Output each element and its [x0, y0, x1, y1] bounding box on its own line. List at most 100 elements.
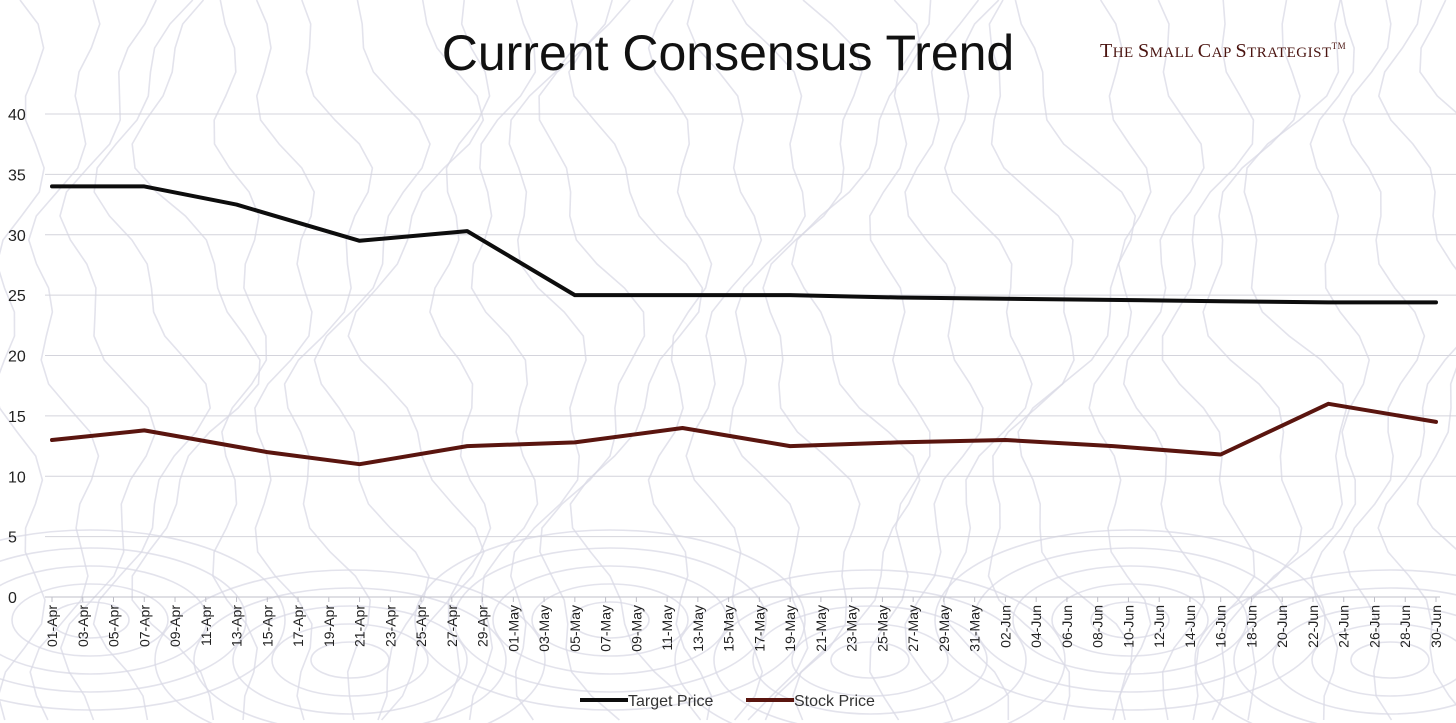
contour-ring: [1272, 605, 1456, 715]
y-tick-label: 20: [8, 349, 26, 366]
x-tick-label: 23-May: [844, 605, 860, 652]
x-tick-label: 01-May: [505, 605, 521, 652]
contour-line: [568, 0, 704, 721]
contour-ring: [674, 569, 1066, 723]
y-tick-label: 0: [8, 590, 17, 607]
contour-line: [92, 0, 212, 721]
x-tick-label: 13-May: [690, 605, 706, 652]
x-tick-label: 11-Apr: [198, 605, 214, 646]
x-axis-ticks: 01-Apr 03-Apr 05-Apr 07-Apr 09-Apr 11-Apr 13-A…: [44, 597, 1444, 652]
x-tick-label: 24-Jun: [1336, 605, 1352, 648]
contour-ring: [50, 601, 130, 639]
y-axis-ticks: 0 5 10 15 20 25 30 35 40: [8, 107, 26, 607]
contour-ring: [154, 569, 546, 723]
contour-ring: [713, 587, 1027, 723]
x-tick-label: 03-May: [536, 605, 552, 652]
x-tick-label: 02-Jun: [997, 605, 1013, 648]
contour-ring: [414, 529, 806, 711]
series-lines: [50, 184, 1438, 467]
contour-line: [1122, 0, 1206, 721]
contour-line: [468, 0, 539, 721]
contour-ring: [570, 601, 650, 639]
contour-ring: [830, 641, 910, 679]
legend-label-stock-price: Stock Price: [794, 693, 875, 710]
x-tick-label: 25-Apr: [413, 605, 429, 647]
contour-ring: [1012, 565, 1248, 675]
contour-line: [1342, 0, 1426, 721]
x-tick-label: 28-Jun: [1397, 605, 1413, 648]
x-tick-label: 15-Apr: [259, 605, 275, 647]
contour-ring: [0, 565, 208, 675]
x-tick-label: 18-Jun: [1243, 605, 1259, 648]
contour-ring: [232, 605, 468, 715]
contour-ring: [11, 583, 169, 657]
contour-ring: [1233, 587, 1456, 723]
contour-line: [283, 0, 374, 721]
x-tick-label: 05-Apr: [106, 605, 122, 647]
x-tick-label: 15-May: [721, 605, 737, 652]
contour-line: [647, 0, 713, 721]
contour-ring: [1090, 601, 1170, 639]
contour-ring: [193, 587, 507, 723]
x-tick-label: 16-Jun: [1213, 605, 1229, 648]
x-tick-label: 13-Apr: [229, 605, 245, 647]
contour-line: [762, 0, 863, 721]
contour-ring: [973, 547, 1287, 693]
y-tick-label: 30: [8, 228, 26, 245]
contour-line: [0, 0, 46, 721]
brand-trademark: TM: [1332, 41, 1347, 51]
contour-line: [508, 0, 587, 721]
contour-ring: [1350, 641, 1430, 679]
x-tick-label: 04-Jun: [1028, 605, 1044, 648]
contour-line: [791, 0, 922, 721]
x-tick-label: 01-Apr: [44, 605, 60, 647]
brand-logo: THE SMALL CAP STRATEGISTTM: [1100, 40, 1346, 62]
contour-line: [1014, 0, 1137, 721]
contour-line: [1377, 0, 1456, 706]
contour-line: [868, 0, 932, 721]
y-tick-label: 25: [8, 288, 26, 305]
x-tick-label: 07-Apr: [136, 605, 152, 647]
x-tick-label: 10-Jun: [1120, 605, 1136, 648]
contour-line: [538, 0, 646, 721]
contour-ring: [492, 565, 728, 675]
x-tick-label: 11-May: [659, 605, 675, 651]
chart-title: Current Consensus Trend: [442, 25, 1015, 81]
brand-name: THE SMALL CAP STRATEGIST: [1100, 40, 1332, 62]
contour-ring: [0, 547, 247, 693]
contour-line: [987, 0, 1075, 721]
series-line-stock-price: [50, 401, 1438, 467]
contour-line: [728, 0, 809, 721]
contour-line: [429, 0, 492, 721]
contour-line: [59, 0, 157, 721]
x-tick-label: 19-May: [782, 605, 798, 652]
x-tick-label: 29-May: [936, 605, 952, 652]
contour-line: [904, 0, 984, 721]
contour-ring: [1194, 569, 1456, 723]
y-tick-label: 35: [8, 167, 26, 184]
contour-line: [313, 0, 431, 721]
contour-line: [1309, 0, 1371, 721]
x-tick-label: 21-May: [813, 605, 829, 652]
x-tick-label: 05-May: [567, 605, 583, 652]
x-tick-label: 29-Apr: [475, 605, 491, 647]
contour-ring: [531, 583, 689, 657]
contour-ring: [0, 529, 286, 711]
contour-ring: [453, 547, 767, 693]
y-tick-label: 15: [8, 409, 26, 426]
contour-line: [27, 0, 101, 721]
y-tick-label: 40: [8, 107, 26, 124]
x-tick-label: 07-May: [598, 605, 614, 652]
x-tick-label: 31-May: [967, 605, 983, 652]
contour-ring: [1311, 623, 1456, 697]
x-tick-label: 14-Jun: [1182, 605, 1198, 648]
contour-line: [1202, 0, 1303, 721]
contour-ring: [1051, 583, 1209, 657]
contour-ring: [310, 641, 390, 679]
y-tick-label: 5: [8, 530, 17, 547]
x-tick-label: 22-Jun: [1305, 605, 1321, 648]
contour-ring: [934, 529, 1326, 711]
x-tick-label: 21-Apr: [352, 605, 368, 647]
y-tick-label: 10: [8, 469, 26, 486]
